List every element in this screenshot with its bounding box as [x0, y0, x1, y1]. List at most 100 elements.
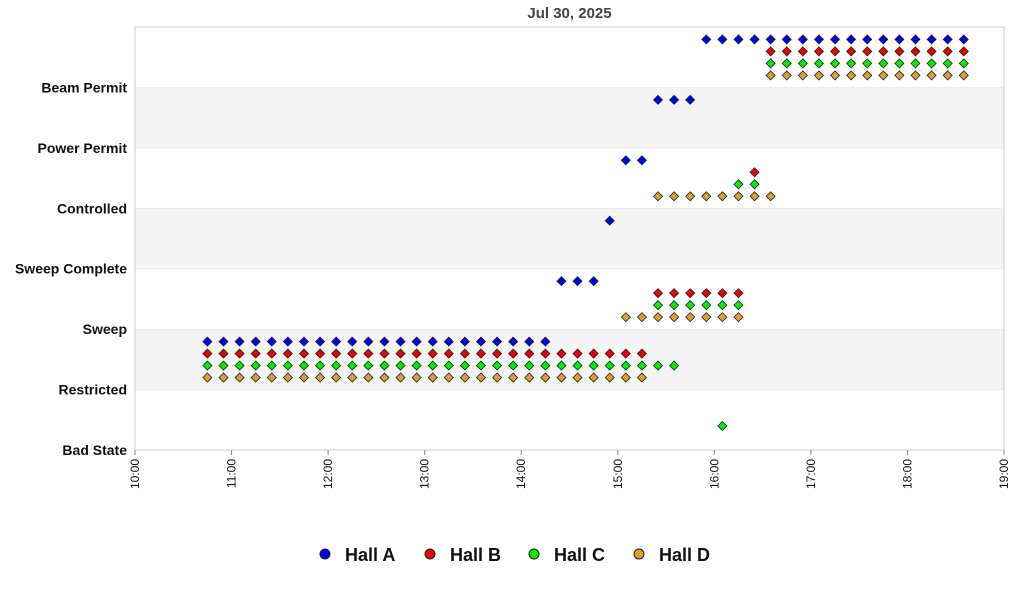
y-tick-label: Bad State: [62, 442, 127, 458]
data-point: [813, 34, 825, 45]
data-point: [958, 46, 969, 57]
data-point: [733, 288, 744, 299]
data-point: [669, 312, 680, 323]
data-point: [765, 46, 776, 57]
data-point: [685, 300, 696, 311]
data-point: [926, 34, 937, 45]
data-point: [427, 348, 438, 359]
data-point: [508, 372, 519, 383]
data-point: [282, 348, 293, 359]
x-axis: 10:00 11:00 12:00 13:00 14:00 15:00 16:00 17:00…: [128, 450, 1011, 489]
data-point: [427, 336, 438, 347]
data-point: [878, 46, 889, 57]
data-point: [862, 34, 873, 45]
data-point: [604, 372, 615, 383]
data-point: [556, 276, 567, 287]
plot-band: [135, 208, 1004, 269]
data-point: [572, 348, 583, 359]
plot-band: [135, 27, 1004, 88]
data-point: [588, 348, 599, 359]
data-point: [733, 179, 744, 190]
data-point: [540, 360, 551, 371]
data-point: [717, 34, 728, 45]
data-point: [765, 58, 776, 69]
data-point: [379, 360, 390, 371]
data-point: [427, 372, 438, 383]
data-point: [620, 372, 631, 383]
data-point: [459, 372, 470, 383]
data-point: [411, 336, 422, 347]
data-point: [701, 300, 712, 311]
data-point: [652, 300, 664, 311]
data-point: [733, 300, 744, 311]
data-point: [636, 348, 647, 359]
data-point: [266, 348, 277, 359]
data-point: [652, 94, 664, 105]
plot-band: [135, 389, 1004, 450]
data-point: [202, 360, 213, 371]
data-point: [234, 360, 245, 371]
data-point: [298, 360, 310, 371]
data-point: [878, 70, 889, 81]
data-point: [331, 336, 342, 347]
data-point: [636, 360, 647, 371]
data-point: [524, 348, 535, 359]
data-point: [862, 46, 873, 57]
data-point: [314, 336, 326, 347]
data-point: [363, 336, 374, 347]
data-point: [926, 58, 937, 69]
data-point: [411, 372, 422, 383]
data-point: [894, 34, 905, 45]
y-tick-label: Beam Permit: [41, 79, 127, 95]
y-tick-label: Power Permit: [38, 140, 128, 156]
x-tick-label: 15:00: [611, 459, 625, 489]
data-point: [508, 336, 519, 347]
plot-bands: [135, 26, 1004, 450]
data-point: [395, 336, 406, 347]
data-point: [797, 46, 808, 57]
data-point: [314, 360, 326, 371]
y-tick-label: Sweep Complete: [15, 261, 127, 277]
data-point: [701, 34, 712, 45]
data-point: [363, 372, 374, 383]
y-tick-label: Sweep: [83, 321, 127, 337]
data-point: [685, 94, 696, 105]
x-tick-label: 16:00: [707, 459, 721, 489]
data-point: [379, 348, 390, 359]
data-point: [620, 360, 631, 371]
data-point: [395, 360, 406, 371]
data-point: [862, 58, 873, 69]
legend-marker: [528, 548, 540, 560]
data-point: [282, 336, 293, 347]
data-point: [829, 58, 841, 69]
plot-band: [135, 268, 1004, 330]
data-point: [685, 312, 696, 323]
data-point: [266, 336, 277, 347]
data-point: [942, 58, 953, 69]
data-point: [894, 58, 905, 69]
legend-label: Hall C: [554, 545, 605, 565]
data-point: [492, 360, 503, 371]
legend-marker: [424, 548, 436, 560]
data-point: [620, 155, 631, 166]
data-point: [556, 360, 567, 371]
data-point: [218, 348, 229, 359]
data-point: [813, 58, 825, 69]
data-point: [427, 360, 438, 371]
data-point: [717, 191, 728, 202]
data-point: [942, 46, 953, 57]
legend-label: Hall D: [659, 545, 710, 565]
x-tick-label: 10:00: [128, 459, 142, 489]
data-point: [910, 46, 921, 57]
data-point: [829, 70, 841, 81]
data-points: [202, 34, 969, 432]
data-point: [669, 94, 680, 105]
data-point: [636, 372, 647, 383]
plot-border: [134, 26, 1005, 451]
data-point: [298, 336, 310, 347]
data-point: [620, 312, 631, 323]
data-point: [669, 360, 680, 371]
x-tick-label: 18:00: [900, 459, 914, 489]
data-point: [781, 46, 792, 57]
legend-label: Hall B: [450, 545, 501, 565]
